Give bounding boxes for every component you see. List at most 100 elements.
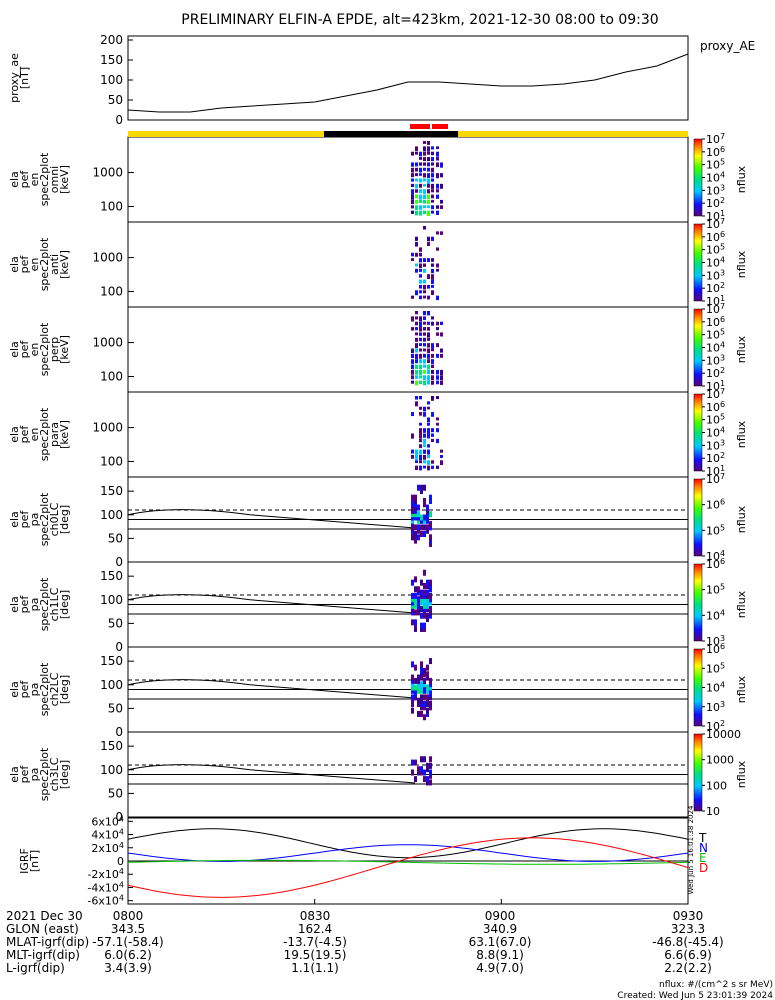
spectrogram-bin [436,247,439,251]
pa-bin [411,707,414,714]
spectrogram-bin [436,343,439,348]
colorbar-tick-label: 102 [706,719,725,733]
spectrogram-bin [415,401,418,407]
ae-ylabel: proxy_ae[nT] [8,53,31,103]
spec-ytick-label: 1000 [92,166,123,180]
pa-bin [420,589,423,596]
spectrogram-bin [431,438,434,442]
pa-bin [426,766,429,773]
spectrogram-bin [411,183,414,188]
colorbar-tick-label: 104 [706,256,725,270]
spectrogram-bin [440,460,443,466]
ylabel-word: ela [8,341,21,358]
ylabel-word: ela [8,426,21,443]
pa-bin [411,697,414,704]
pa-bin [411,701,414,708]
spectrogram-bin [436,263,439,268]
pa-bin [426,674,429,681]
eclipse-bar [324,131,458,137]
spectrogram-bin [423,460,426,464]
spectrogram-bin [436,321,439,326]
spectrogram-bin [423,183,426,187]
spectrogram-bin [419,151,422,157]
spectrogram-bin [423,337,426,342]
pa-bin [414,504,417,511]
pa-bin [423,756,426,763]
ephemeris-value: 8.8(9.1) [476,948,524,962]
x-tick-0800: 0800 [113,909,144,923]
spectrogram-bin [427,337,430,341]
ylabel-word: pef [18,595,31,614]
pa-bin [429,762,432,769]
pa-bin [423,524,426,531]
pa-bin [411,511,414,518]
colorbar-label: nflux [735,505,748,533]
spectrogram-bin [419,258,422,263]
colorbar-tick-label: 1000 [706,754,734,767]
spectrogram-bin [411,369,414,375]
colorbar-tick-label: 106 [706,400,725,414]
ae-legend: proxy_AE [700,39,755,53]
pa-bin [411,494,414,501]
pa-bin [417,517,420,524]
pa-bin [423,714,426,721]
spectrogram-bin [419,449,422,455]
igrf-ytick-label: -4x104 [87,880,124,894]
spectrogram-bin [415,242,418,247]
spectrogram-bin [427,433,430,439]
pa-bin [426,524,429,531]
pa-bin [426,710,429,717]
pa-bin [429,769,432,776]
panel-frame-omni [127,136,689,223]
spectrogram-bin [427,173,430,178]
spectrogram-bin [423,316,426,320]
pa-bin [417,511,420,518]
spectrogram-bin [431,167,434,173]
pa-ytick-label: 150 [100,739,123,753]
spectrogram-bin [436,146,439,150]
ylabel-word: [keV] [58,250,71,279]
spectrogram-bin [427,359,430,364]
pa-bin [414,622,417,629]
spec-ytick-label: 1000 [92,336,123,350]
pa-bin [414,524,417,531]
pa-bin [420,579,423,586]
spectrogram-bin [427,274,430,280]
spectrogram-bin [423,380,426,386]
pa-bin [429,524,432,531]
pa-bin [423,612,426,619]
pa-bin [420,664,423,671]
ephemeris-value: -57.1(-58.4) [92,935,163,949]
spectrogram-bin [415,199,418,204]
pa-bin [429,612,432,619]
spectrogram-bin [431,359,434,364]
ylabel-word: pef [18,425,31,444]
pa-bin [423,517,426,524]
ylabel-word: ch2LC [48,672,61,706]
spectrogram-bin [440,369,443,376]
spectrogram-bin [415,353,418,359]
ephemeris-table: GLON (east) 343.5 162.4 340.9 323.3 MLAT-igrf… [6,922,724,975]
spectrogram-bin [415,162,418,167]
spectrogram-bin [411,380,414,384]
spectrogram-bin [423,369,426,374]
spectrogram-bin [427,258,430,262]
spectrogram-bin [431,183,434,189]
spectrogram-bin [427,460,430,465]
colorbar-anti [693,223,703,302]
panel-frame-para [127,391,689,478]
spectrogram-bin [411,194,414,200]
pa-bin [411,684,414,691]
spectrogram-bin [419,162,422,166]
spectrogram-bin [423,167,426,171]
ylabel-word: pef [18,765,31,784]
colorbar-tick-label: 104 [706,426,725,440]
colorbar-label: nflux [735,165,748,193]
spectrogram-bin [419,199,422,204]
ephemeris-value: 6.0(6.2) [104,948,152,962]
spectrogram-bin [419,454,422,461]
spectrogram-bin [415,359,418,364]
spectrogram-bin [415,316,418,320]
spectrogram-bin [427,242,430,247]
spectrogram-bin [436,151,439,157]
